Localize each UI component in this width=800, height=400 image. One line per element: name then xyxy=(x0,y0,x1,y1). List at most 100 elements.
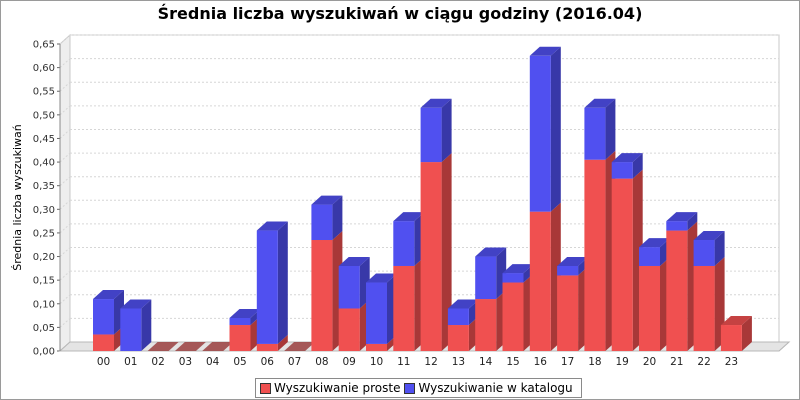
legend-label-series-0: Wyszukiwanie proste xyxy=(274,381,401,395)
x-tick-label-16: 16 xyxy=(534,356,548,368)
bar-18-series-1 xyxy=(584,107,606,160)
bar-side-12-series-1 xyxy=(441,98,452,163)
y-tick-label: 0,45 xyxy=(33,134,55,145)
bar-01-series-1 xyxy=(120,308,142,351)
y-tick-label: 0,05 xyxy=(33,323,55,334)
bar-10-series-0 xyxy=(366,343,387,351)
bar-side-12-series-0 xyxy=(441,153,452,351)
bar-top-08 xyxy=(311,195,343,205)
bar-top-18 xyxy=(584,98,616,108)
bar-side-06-series-0 xyxy=(277,334,288,351)
y-tick-label: 0,15 xyxy=(33,276,55,287)
bar-top-22 xyxy=(693,231,725,241)
bar-21-series-0 xyxy=(666,230,688,351)
x-tick-label-22: 22 xyxy=(697,356,710,368)
legend-label-series-1: Wyszukiwanie w katalogu xyxy=(418,381,573,395)
bar-top-19 xyxy=(611,153,643,163)
y-tick-label: 0,40 xyxy=(33,158,55,169)
bar-14-series-0 xyxy=(475,299,497,351)
bar-empty-07 xyxy=(284,342,316,351)
bar-top-15 xyxy=(502,264,534,274)
bar-19-series-1 xyxy=(611,162,633,179)
legend: Wyszukiwanie proste Wyszukiwanie w katal… xyxy=(255,378,582,398)
bar-22-series-0 xyxy=(693,265,715,351)
x-tick-label-15: 15 xyxy=(506,356,519,368)
bar-09-series-0 xyxy=(338,308,360,351)
bar-08-series-1 xyxy=(311,204,333,241)
bar-top-14 xyxy=(475,247,507,257)
bar-top-23 xyxy=(720,316,752,326)
bar-16-series-0 xyxy=(529,211,551,351)
bar-16-series-1 xyxy=(529,55,551,212)
x-tick-label-02: 02 xyxy=(151,356,164,368)
bar-09-series-1 xyxy=(338,265,360,309)
bar-15-series-0 xyxy=(502,282,524,351)
bar-11-series-0 xyxy=(393,265,415,351)
bar-00-series-1 xyxy=(93,299,114,335)
bar-top-17 xyxy=(557,256,589,266)
bar-top-13 xyxy=(447,299,479,309)
y-tick-label: 0,35 xyxy=(33,181,55,192)
x-tick-label-18: 18 xyxy=(588,356,601,368)
y-axis-label: Średnia liczba wyszukiwań xyxy=(11,124,24,271)
x-tick-label-01: 01 xyxy=(124,356,137,368)
bar-12-series-0 xyxy=(420,162,442,351)
bar-17-series-0 xyxy=(557,275,579,351)
x-tick-label-10: 10 xyxy=(370,356,383,368)
bar-08-series-0 xyxy=(311,240,333,351)
bar-20-series-0 xyxy=(639,265,660,351)
x-tick-label-11: 11 xyxy=(397,356,410,368)
bar-top-16 xyxy=(529,46,561,56)
bar-06-series-1 xyxy=(256,230,278,344)
bar-top-20 xyxy=(639,238,670,248)
x-tick-label-19: 19 xyxy=(616,356,629,368)
y-tick-label: 0,60 xyxy=(33,63,55,74)
y-tick-label: 0,10 xyxy=(33,299,55,310)
bar-empty-03 xyxy=(174,342,206,351)
bar-15-series-1 xyxy=(502,273,524,283)
bar-side-01-series-1 xyxy=(141,299,152,351)
y-tick-label: 0,00 xyxy=(33,347,55,358)
bar-top-10 xyxy=(366,273,397,283)
y-tick-label: 0,50 xyxy=(33,110,55,121)
bar-05-series-1 xyxy=(229,317,251,326)
bar-side-19-series-1 xyxy=(632,153,643,179)
x-tick-label-08: 08 xyxy=(315,356,328,368)
x-tick-label-07: 07 xyxy=(288,356,301,368)
bar-empty-04 xyxy=(202,342,234,351)
bar-side-06-series-1 xyxy=(277,221,288,344)
legend-swatch-series-0 xyxy=(260,382,271,394)
bar-side-21-series-1 xyxy=(687,212,698,231)
bar-06-series-0 xyxy=(256,343,278,351)
bar-22-series-1 xyxy=(693,240,715,266)
bar-18-series-0 xyxy=(584,159,606,351)
plot-left-wall xyxy=(59,33,71,353)
bar-19-series-0 xyxy=(611,178,633,351)
bar-top-09 xyxy=(338,256,370,266)
x-tick-label-03: 03 xyxy=(179,356,192,368)
x-tick-label-06: 06 xyxy=(261,356,275,368)
legend-item-series-1: Wyszukiwanie w katalogu xyxy=(404,381,573,395)
bar-top-01 xyxy=(120,299,152,309)
bar-side-08-series-1 xyxy=(332,195,343,241)
bar-13-series-0 xyxy=(447,325,469,351)
bar-12-series-1 xyxy=(420,107,442,163)
y-tick-label: 0,30 xyxy=(33,205,55,216)
bar-05-series-0 xyxy=(229,325,251,351)
bar-top-21 xyxy=(666,212,698,222)
x-tick-label-12: 12 xyxy=(424,356,437,368)
x-tick-label-20: 20 xyxy=(643,356,656,368)
bar-side-16-series-1 xyxy=(550,46,561,212)
x-tick-label-05: 05 xyxy=(233,356,246,368)
x-tick-label-04: 04 xyxy=(206,356,220,368)
bar-top-06 xyxy=(256,221,288,231)
x-tick-label-14: 14 xyxy=(479,356,493,368)
bar-14-series-1 xyxy=(475,256,497,300)
y-tick-label: 0,65 xyxy=(33,40,55,51)
legend-swatch-series-1 xyxy=(404,382,416,394)
bar-00-series-0 xyxy=(93,334,114,351)
x-tick-label-23: 23 xyxy=(725,356,738,368)
bar-top-12 xyxy=(420,98,452,108)
y-tick-label: 0,25 xyxy=(33,228,55,239)
